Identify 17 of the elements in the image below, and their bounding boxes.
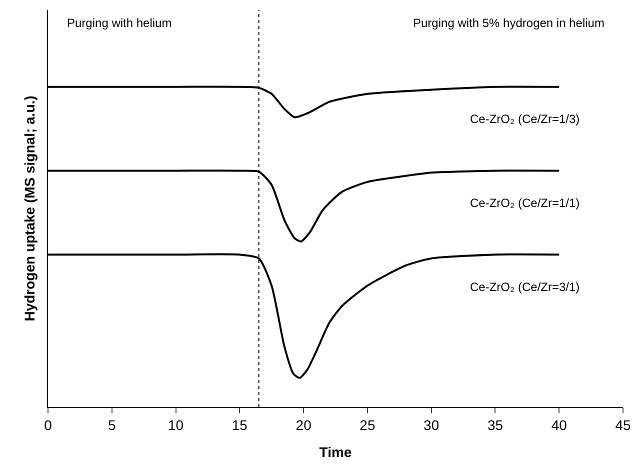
y-axis-title: Hydrogen uptake (MS signal; a.u.) (22, 96, 38, 322)
text: Purging with helium (67, 16, 172, 30)
x-axis-title: Time (319, 444, 352, 460)
annotation: Ce-ZrO₂ (Ce/Zr=1/3) (470, 112, 580, 126)
x-tick-label: 25 (360, 416, 376, 433)
x-tick-label: 5 (108, 416, 116, 433)
x-tick-label: 35 (487, 416, 504, 433)
x-tick-label: 15 (232, 416, 248, 433)
text: Purging with 5% hydrogen in helium (413, 16, 604, 30)
x-tick-label: 10 (168, 416, 184, 433)
x-tick-label: 30 (424, 416, 440, 433)
annotation: Ce-ZrO₂ (Ce/Zr=1/1) (470, 196, 580, 210)
x-tick-label: 0 (44, 416, 52, 433)
x-tick-label: 40 (551, 416, 568, 433)
annotation: Ce-ZrO₂ (Ce/Zr=3/1) (470, 280, 580, 294)
x-tick-label: 20 (296, 416, 312, 433)
x-tick-label: 45 (615, 416, 631, 433)
